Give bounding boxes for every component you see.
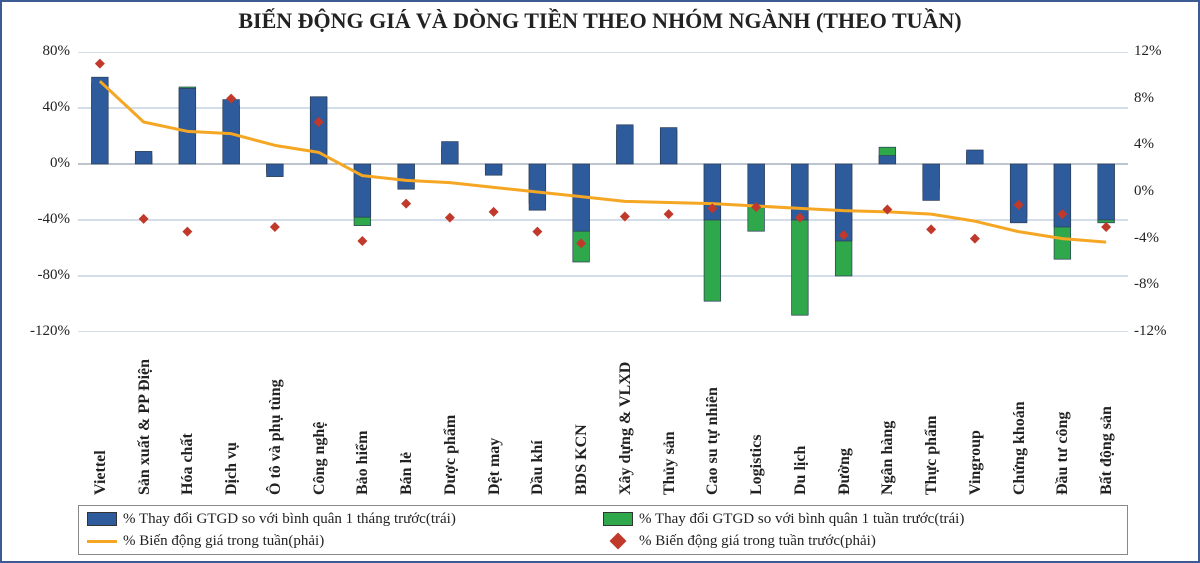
category-label: BDS KCN (573, 424, 591, 495)
chart-frame: BIẾN ĐỘNG GIÁ VÀ DÒNG TIỀN THEO NHÓM NGÀ… (0, 0, 1200, 563)
legend-swatch-line (87, 540, 117, 543)
y-right-tick: -8% (1134, 276, 1159, 293)
legend: % Thay đổi GTGD so với bình quân 1 tháng… (78, 505, 1128, 555)
y-left-tick: -40% (10, 211, 70, 228)
category-label: Bất động sản (1098, 406, 1116, 495)
category-label: Công nghệ (311, 422, 329, 495)
category-label: Bảo hiểm (354, 431, 372, 495)
category-label: Chứng khoán (1011, 401, 1029, 495)
category-label: Vingroup (967, 430, 985, 495)
y-left-tick: 0% (10, 155, 70, 172)
category-label: Dầu khí (529, 440, 547, 495)
y-right-tick: -12% (1134, 323, 1167, 340)
legend-label: % Biến động giá trong tuần trước(phải) (639, 533, 876, 550)
legend-swatch-diamond (610, 533, 627, 550)
plot-area (78, 52, 1128, 332)
category-label: Thủy sản (661, 431, 679, 495)
legend-swatch-bar-blue (87, 512, 117, 526)
category-label: Hóa chất (179, 433, 197, 495)
legend-label: % Thay đổi GTGD so với bình quân 1 tháng… (123, 511, 456, 528)
y-right-tick: 0% (1134, 183, 1154, 200)
legend-swatch-bar-green (603, 512, 633, 526)
y-left-tick: 80% (10, 43, 70, 60)
legend-item-bar-blue: % Thay đổi GTGD so với bình quân 1 tháng… (87, 511, 603, 528)
legend-item-bar-green: % Thay đổi GTGD so với bình quân 1 tuần … (603, 511, 1119, 528)
legend-label: % Thay đổi GTGD so với bình quân 1 tuần … (639, 511, 964, 528)
y-right-tick: 8% (1134, 90, 1154, 107)
category-label: Thực phẩm (923, 416, 941, 495)
category-label: Viettel (92, 450, 110, 495)
category-label: Logistics (748, 435, 766, 495)
legend-label: % Biến động giá trong tuần(phải) (123, 533, 324, 550)
y-right-tick: 12% (1134, 43, 1162, 60)
y-left-tick: -80% (10, 267, 70, 284)
category-label: Sản xuất & PP Điện (136, 359, 154, 495)
y-right-tick: 4% (1134, 136, 1154, 153)
category-label: Dịch vụ (223, 442, 241, 495)
category-label: Đường (836, 448, 854, 495)
category-label: Ngân hàng (879, 421, 897, 495)
y-left-tick: -120% (10, 323, 70, 340)
category-label: Đầu tư công (1054, 412, 1072, 495)
category-label: Dệt may (486, 438, 504, 495)
y-left-tick: 40% (10, 99, 70, 116)
category-label: Ô tô và phụ tùng (267, 379, 285, 495)
x-axis-categories: Viettel Sản xuất & PP Điện Hóa chất Dịch vụ… (78, 337, 1128, 497)
legend-item-line-orange: % Biến động giá trong tuần(phải) (87, 533, 603, 550)
category-label: Du lịch (792, 446, 810, 495)
plot-svg (78, 52, 1128, 332)
category-label: Xây dựng & VLXD (617, 362, 635, 495)
y-right-tick: -4% (1134, 230, 1159, 247)
category-label: Bán lẻ (398, 452, 416, 495)
chart-title: BIẾN ĐỘNG GIÁ VÀ DÒNG TIỀN THEO NHÓM NGÀ… (2, 8, 1198, 34)
category-label: Dược phẩm (442, 415, 460, 495)
legend-item-diamond-red: % Biến động giá trong tuần trước(phải) (603, 533, 1119, 550)
category-label: Cao su tự nhiên (704, 387, 722, 495)
